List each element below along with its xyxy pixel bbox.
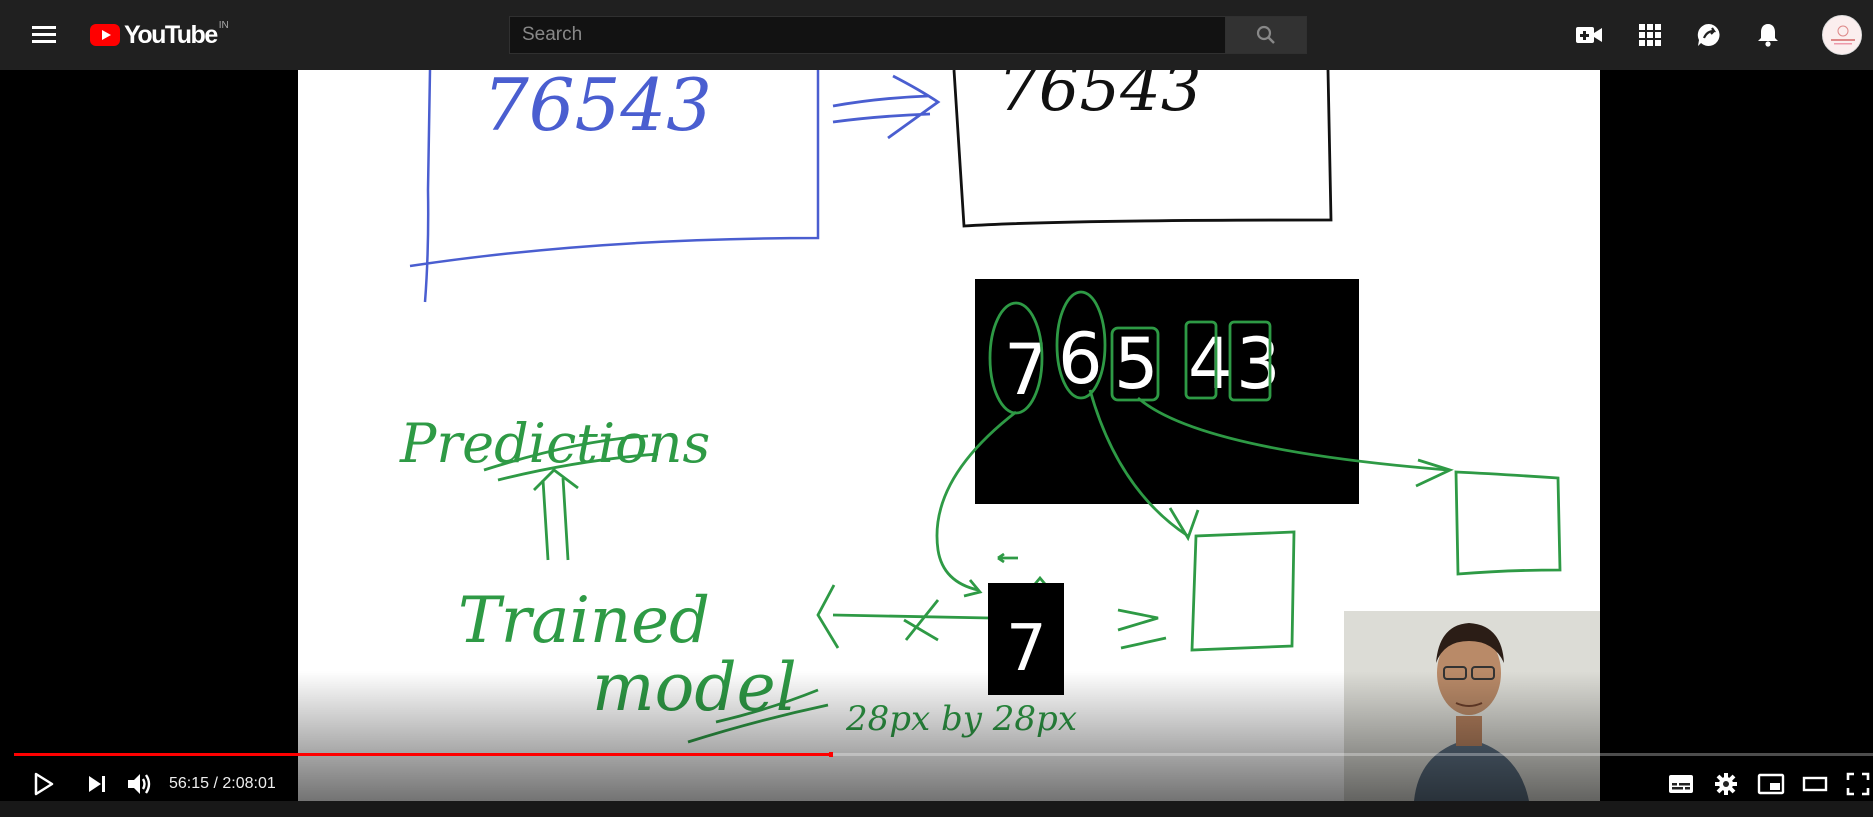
blue-box (409, 70, 820, 303)
black-box (952, 70, 1333, 228)
messages-icon[interactable] (1694, 20, 1724, 50)
dimension-label: 28px by 28px (845, 699, 1077, 739)
notifications-bell-icon[interactable] (1753, 20, 1783, 50)
fullscreen-button[interactable] (1843, 767, 1873, 801)
top-right-box-text: 76543 (998, 70, 1202, 126)
menu-icon[interactable] (28, 21, 62, 49)
search-input[interactable] (509, 16, 1226, 54)
search-icon (1256, 25, 1275, 44)
progress-played (14, 753, 832, 756)
single-digit: 7 (1006, 612, 1047, 686)
label-model: model (592, 649, 797, 726)
next-button[interactable] (82, 767, 112, 801)
miniplayer-icon (1757, 773, 1785, 795)
blue-arrow (832, 74, 941, 140)
create-video-icon[interactable] (1574, 20, 1604, 50)
page-bottom-strip (0, 801, 1873, 817)
play-button[interactable] (28, 767, 58, 801)
subtitles-button[interactable] (1666, 767, 1696, 801)
region-code: IN (218, 19, 229, 31)
masthead: YouTube IN (0, 0, 1873, 70)
time-display: 56:15 / 2:08:01 (169, 775, 276, 792)
miniplayer-button[interactable] (1755, 767, 1787, 801)
fullscreen-icon (1846, 772, 1870, 796)
theater-mode-button[interactable] (1800, 767, 1830, 801)
theater-icon (1802, 776, 1828, 792)
next-icon (89, 776, 105, 792)
volume-button[interactable] (124, 767, 156, 801)
settings-button[interactable] (1711, 767, 1741, 801)
subtitles-icon (1669, 775, 1693, 793)
digit-5: 5 (1114, 323, 1159, 405)
video-player[interactable]: 76543 76543 7 6 5 4 3 (0, 70, 1873, 801)
apps-grid-icon[interactable] (1635, 20, 1665, 50)
avatar[interactable] (1822, 15, 1862, 55)
youtube-logo[interactable]: YouTube IN (90, 20, 229, 50)
label-predictions: Predictions (399, 412, 710, 475)
progress-handle[interactable] (829, 752, 834, 757)
youtube-play-logo-icon (90, 24, 120, 46)
digit-4: 4 (1188, 323, 1233, 405)
digit-3: 3 (1236, 323, 1281, 405)
progress-bar[interactable] (14, 752, 1873, 757)
logo-text: YouTube (124, 20, 218, 49)
digit-group: 7 6 5 4 3 (1004, 318, 1281, 411)
top-left-box-text: 76543 (483, 70, 712, 147)
search-bar (509, 16, 1307, 54)
volume-icon (128, 774, 151, 794)
search-button[interactable] (1226, 16, 1307, 54)
settings-icon (1715, 773, 1737, 795)
video-frame-whiteboard: 76543 76543 7 6 5 4 3 (298, 70, 1600, 801)
webcam-inset (1344, 611, 1600, 801)
label-trained: Trained (458, 584, 710, 658)
digits-image-panel (975, 279, 1359, 504)
play-icon (34, 772, 54, 796)
